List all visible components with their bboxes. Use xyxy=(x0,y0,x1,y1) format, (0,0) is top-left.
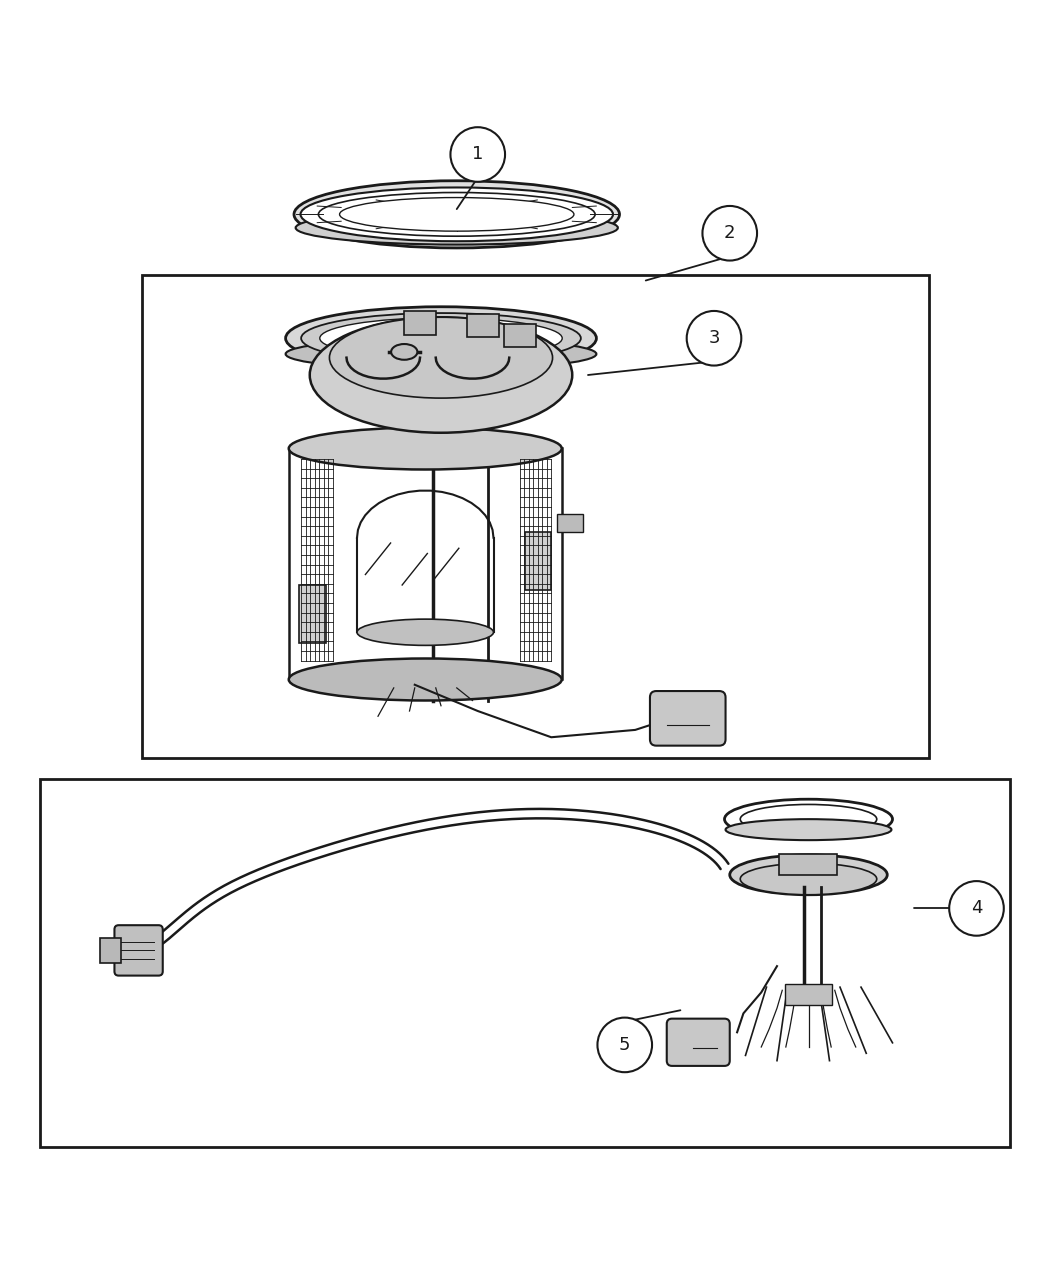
Bar xyxy=(779,854,837,875)
Bar xyxy=(504,324,536,347)
Bar xyxy=(142,275,929,759)
Ellipse shape xyxy=(296,210,617,245)
Ellipse shape xyxy=(726,819,891,840)
Ellipse shape xyxy=(294,181,620,247)
Ellipse shape xyxy=(286,338,596,370)
Bar xyxy=(467,314,499,337)
Ellipse shape xyxy=(289,427,562,469)
Ellipse shape xyxy=(301,314,581,363)
Text: 3: 3 xyxy=(709,329,719,347)
FancyBboxPatch shape xyxy=(667,1019,730,1066)
Text: 5: 5 xyxy=(620,1035,630,1054)
Ellipse shape xyxy=(357,620,493,645)
Circle shape xyxy=(450,128,505,182)
Ellipse shape xyxy=(300,187,613,241)
Ellipse shape xyxy=(310,317,572,432)
Text: 4: 4 xyxy=(971,899,982,918)
Bar xyxy=(785,984,832,1005)
Circle shape xyxy=(687,311,741,366)
Ellipse shape xyxy=(318,193,595,236)
Bar xyxy=(40,779,1010,1146)
Ellipse shape xyxy=(289,658,562,700)
Bar xyxy=(299,585,326,643)
Text: 2: 2 xyxy=(724,224,735,242)
Circle shape xyxy=(597,1017,652,1072)
Circle shape xyxy=(702,207,757,260)
Bar xyxy=(556,514,583,533)
Ellipse shape xyxy=(320,317,562,358)
Ellipse shape xyxy=(339,198,574,231)
Text: 1: 1 xyxy=(472,145,483,163)
Ellipse shape xyxy=(740,805,877,834)
Ellipse shape xyxy=(330,317,552,398)
Ellipse shape xyxy=(724,799,892,839)
Ellipse shape xyxy=(391,344,418,360)
Bar xyxy=(100,938,121,963)
FancyBboxPatch shape xyxy=(650,691,726,746)
FancyBboxPatch shape xyxy=(114,926,163,975)
Circle shape xyxy=(949,881,1004,936)
Ellipse shape xyxy=(286,307,596,370)
Bar xyxy=(525,533,551,590)
Ellipse shape xyxy=(730,854,887,895)
Ellipse shape xyxy=(740,863,877,895)
Bar xyxy=(404,311,436,334)
